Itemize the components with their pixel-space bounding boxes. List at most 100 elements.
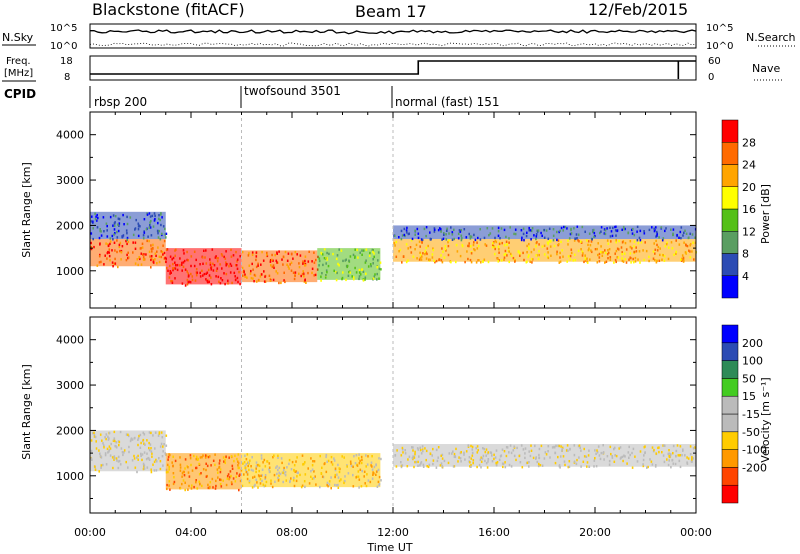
freq-panel: Freq. [MHz] 18 8 60 0 Nave — [2, 55, 784, 83]
power-panel: 1000 2000 3000 4000 Slant Range [km] 4 8 12 16… — [20, 111, 772, 309]
y-tick-label: 1000 — [56, 470, 84, 483]
x-tick-label: 00:00 — [74, 526, 106, 539]
nsky-label: N.Sky — [2, 31, 34, 44]
velocity-band — [90, 430, 168, 474]
nave-tick-bottom: 0 — [708, 72, 714, 83]
nsky-tick-bottom: 10^0 — [50, 41, 77, 52]
velocity-y-label: Slant Range [km] — [20, 364, 33, 460]
x-tick-label: 00:00 — [680, 526, 712, 539]
velocity-panel: 1000 2000 3000 4000 00:00 04:00 08:00 12:00 16:… — [20, 316, 772, 554]
colorbar-cell — [721, 324, 739, 344]
power-band — [90, 211, 168, 242]
colorbar-cell — [721, 484, 739, 504]
nave-tick-top: 60 — [708, 56, 721, 67]
colorbar-cell — [721, 142, 739, 165]
power-band — [317, 248, 382, 282]
colorbar-tick-label: 200 — [742, 337, 763, 350]
power-band — [393, 239, 697, 264]
cpid-segment-normal: normal (fast) 151 — [395, 95, 499, 109]
nsearch-label: N.Search — [746, 31, 796, 44]
colorbar-tick-label: 50 — [742, 372, 756, 385]
colorbar-cell — [721, 119, 739, 143]
colorbar-cell — [721, 378, 739, 397]
freq-tick-bottom: 8 — [64, 72, 70, 83]
nsearch-tick-top: 10^5 — [706, 23, 733, 34]
colorbar-cell — [721, 413, 739, 433]
colorbar-tick-label: 100 — [742, 355, 763, 368]
nave-label: Nave — [752, 62, 780, 75]
x-tick-label: 08:00 — [276, 526, 308, 539]
velocity-band — [241, 453, 382, 490]
power-data-layer — [90, 112, 697, 308]
x-tick-label: 20:00 — [579, 526, 611, 539]
colorbar-tick-label: 28 — [742, 136, 756, 149]
y-tick-label: 1000 — [56, 265, 84, 278]
colorbar-cell — [721, 231, 739, 254]
power-band — [241, 250, 319, 285]
y-tick-label: 2000 — [56, 219, 84, 232]
colorbar-cell — [721, 275, 739, 299]
freq-label-line2: [MHz] — [4, 68, 33, 79]
colorbar-tick-label: 20 — [742, 181, 756, 194]
colorbar-tick-label: 12 — [742, 225, 756, 238]
velocity-y-axis: 1000 2000 3000 4000 — [56, 317, 697, 513]
colorbar-cell — [721, 342, 739, 361]
date-label: 12/Feb/2015 — [588, 0, 688, 19]
station-title: Blackstone (fitACF) — [92, 0, 245, 19]
colorbar-cell — [721, 449, 739, 468]
power-y-axis: 1000 2000 3000 4000 — [56, 112, 697, 308]
cpid-row: CPID rbsp 200 twofsound 3501 normal (fas… — [4, 84, 499, 109]
velocity-colorbar: 200 100 50 15 -15 -50 -100 -200 — [721, 324, 767, 504]
cpid-segment-twofsound: twofsound 3501 — [244, 84, 341, 98]
colorbar-tick-label: 24 — [742, 159, 756, 172]
power-colorbar-label: Power [dB] — [759, 184, 772, 244]
power-band — [393, 225, 697, 242]
y-tick-label: 2000 — [56, 424, 84, 437]
y-tick-label: 4000 — [56, 334, 84, 347]
colorbar-tick-label: 15 — [742, 390, 756, 403]
velocity-band — [165, 453, 243, 492]
power-colorbar: 4 8 12 16 20 24 28 — [721, 119, 756, 299]
colorbar-tick-label: 16 — [742, 203, 756, 216]
colorbar-tick-label: -200 — [742, 461, 767, 474]
velocity-colorbar-label: Velocity [m s⁻¹] — [759, 377, 772, 462]
nsky-panel: N.Sky 10^5 10^0 10^5 10^0 N.Search — [2, 23, 796, 52]
velocity-x-label: Time UT — [366, 541, 412, 554]
x-tick-label: 04:00 — [175, 526, 207, 539]
nsky-tick-top: 10^5 — [50, 23, 77, 34]
colorbar-tick-label: 4 — [742, 270, 749, 283]
power-band — [90, 239, 167, 269]
colorbar-tick-label: -100 — [742, 444, 767, 457]
nsearch-line — [89, 42, 697, 47]
velocity-data-layer — [90, 317, 696, 513]
power-y-label: Slant Range [km] — [20, 162, 33, 258]
colorbar-cell — [721, 431, 739, 450]
colorbar-cell — [721, 164, 739, 187]
colorbar-tick-label: -50 — [742, 426, 760, 439]
colorbar-tick-label: -15 — [742, 408, 760, 421]
cpid-segment-rbsp: rbsp 200 — [94, 95, 147, 109]
colorbar-cell — [721, 253, 739, 276]
y-tick-label: 4000 — [56, 129, 84, 142]
colorbar-cell — [721, 467, 739, 486]
velocity-x-axis: 00:00 04:00 08:00 12:00 16:00 20:00 00:00 — [74, 526, 712, 539]
colorbar-cell — [721, 395, 739, 415]
freq-tick-top: 18 — [60, 56, 73, 67]
colorbar-cell — [721, 186, 739, 210]
beam-label: Beam 17 — [355, 2, 427, 21]
freq-label-line1: Freq. — [6, 56, 31, 67]
colorbar-cell — [721, 208, 739, 232]
nsky-line — [89, 29, 697, 35]
power-band — [165, 248, 242, 287]
colorbar-tick-label: 8 — [742, 248, 749, 261]
cpid-label: CPID — [4, 87, 36, 101]
nsearch-tick-bottom: 10^0 — [706, 41, 733, 52]
x-tick-label: 16:00 — [478, 526, 510, 539]
x-tick-label: 12:00 — [377, 526, 409, 539]
y-tick-label: 3000 — [56, 379, 84, 392]
freq-line — [90, 60, 696, 79]
colorbar-cell — [721, 360, 739, 379]
velocity-band — [393, 444, 696, 469]
y-tick-label: 3000 — [56, 174, 84, 187]
